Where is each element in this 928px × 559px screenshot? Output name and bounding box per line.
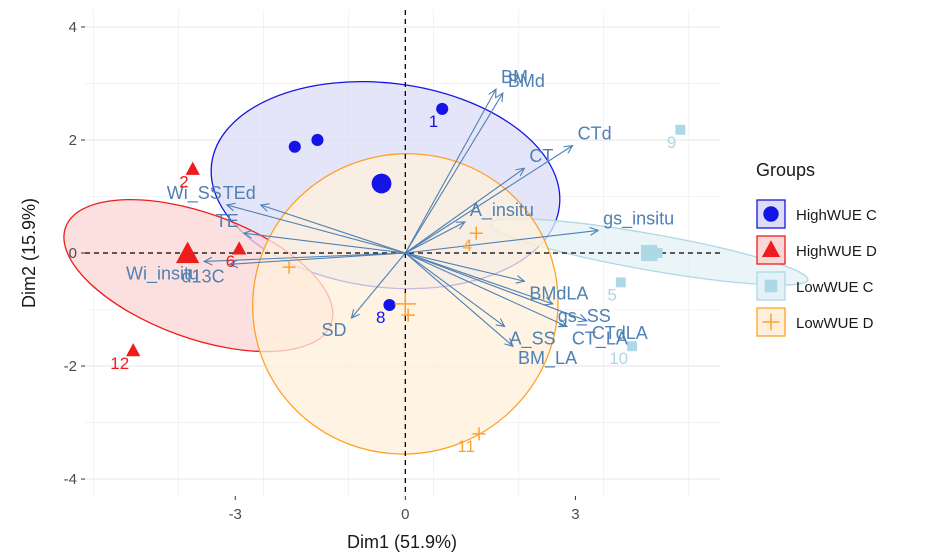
variable-label-wi_ss: Wi_SS (167, 183, 222, 204)
variable-label-a_ss: A_SS (510, 328, 556, 349)
point-label: 9 (667, 133, 676, 152)
y-tick-label: -4 (64, 471, 77, 488)
legend-label: HighWUE D (796, 243, 877, 260)
point-label: 4 (463, 236, 472, 255)
point-label: 2 (179, 172, 188, 191)
variable-label-gs_insitu: gs_insitu (603, 208, 674, 229)
y-axis-ticks: -4 -2 0 2 4 (64, 19, 85, 488)
x-tick-label: -3 (229, 506, 242, 523)
y-tick-label: 4 (69, 19, 77, 36)
legend-title: Groups (756, 160, 815, 180)
variable-label-a_insitu: A_insitu (470, 200, 534, 221)
x-axis-title: Dim1 (51.9%) (347, 532, 457, 552)
point-label: 8 (376, 308, 385, 327)
point-label: 6 (226, 252, 235, 271)
point-lowwue-c (675, 125, 685, 135)
y-axis-title: Dim2 (15.9%) (19, 198, 39, 308)
variable-label-te: TE (216, 211, 239, 231)
legend-label: LowWUE C (796, 279, 874, 296)
variable-label-bmd: BMd (508, 71, 545, 91)
x-axis-ticks: -3 0 3 (229, 496, 580, 523)
point-highwue-c (311, 134, 323, 146)
variable-label-bmdla: BMdLA (529, 283, 588, 303)
point-label: 12 (110, 354, 129, 373)
variable-label-wi_insitu: Wi_insitu (126, 263, 199, 284)
legend-key-symbol (765, 280, 778, 293)
point-label: 1 (429, 112, 438, 131)
point-label: 5 (607, 285, 616, 304)
group-mean-highwue-c (372, 174, 392, 194)
variable-label-ctd: CTd (578, 124, 612, 144)
legend-label: LowWUE D (796, 315, 874, 332)
point-label: 10 (609, 349, 628, 368)
point-highwue-c (289, 141, 301, 153)
point-lowwue-c (616, 277, 626, 287)
legend: Groups HighWUE C HighWUE D LowWUE C LowWUE … (756, 160, 877, 336)
legend-key-symbol (763, 206, 778, 221)
group-mean-lowwue-c (641, 245, 657, 261)
x-tick-label: 0 (401, 506, 409, 523)
variable-label-sd: SD (321, 320, 346, 340)
variable-label-ct_la: CT_LA (572, 328, 628, 349)
variable-label-ct: CT (529, 146, 553, 166)
y-tick-label: -2 (64, 358, 77, 375)
point-label: 11 (457, 437, 475, 456)
x-tick-label: 3 (571, 506, 579, 523)
y-tick-label: 2 (69, 132, 77, 149)
legend-label: HighWUE C (796, 207, 877, 224)
variable-label-ted: TEd (223, 183, 256, 203)
y-tick-label: 0 (69, 245, 77, 262)
variable-label-bm_la: BM_LA (518, 348, 577, 369)
